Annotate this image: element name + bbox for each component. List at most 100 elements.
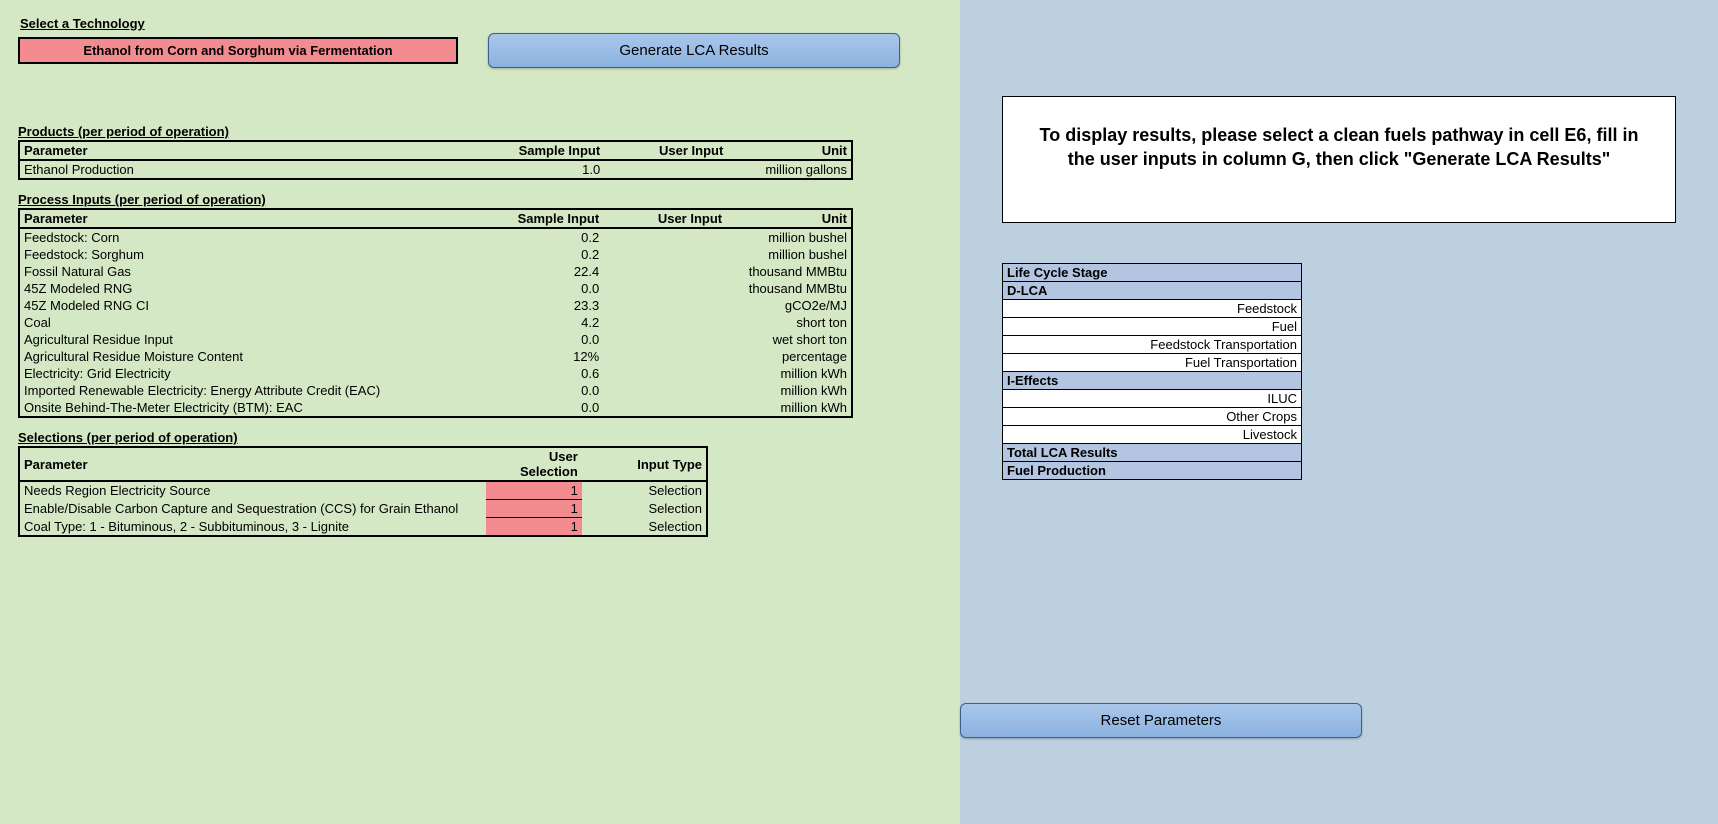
lcs-row: ILUC xyxy=(1003,389,1302,407)
cell-sample: 0.6 xyxy=(479,365,603,382)
cell-user-input[interactable] xyxy=(603,365,726,382)
cell-param: Enable/Disable Carbon Capture and Seques… xyxy=(19,500,486,518)
cell-param: Onsite Behind-The-Meter Electricity (BTM… xyxy=(19,399,479,417)
cell-user-selection[interactable]: 1 xyxy=(486,500,582,518)
table-row: Coal4.2 short ton xyxy=(19,314,852,331)
table-row: Agricultural Residue Moisture Content12%… xyxy=(19,348,852,365)
cell-input-type: Selection xyxy=(582,500,707,518)
table-row: Feedstock: Sorghum0.2 million bushel xyxy=(19,246,852,263)
cell-sample: 0.2 xyxy=(479,228,603,246)
cell-param: Coal Type: 1 - Bituminous, 2 - Subbitumi… xyxy=(19,518,486,537)
table-row: 45Z Modeled RNG0.0thousand MMBtu xyxy=(19,280,852,297)
table-row: Imported Renewable Electricity: Energy A… xyxy=(19,382,852,399)
cell-user-selection[interactable]: 1 xyxy=(486,518,582,537)
products-table: Parameter Sample Input User Input Unit E… xyxy=(18,140,853,180)
col-user: User Input xyxy=(603,209,726,228)
cell-param: Fossil Natural Gas xyxy=(19,263,479,280)
table-row: Fossil Natural Gas22.4 thousand MMBtu xyxy=(19,263,852,280)
selections-table: Parameter User Selection Input Type Need… xyxy=(18,446,708,537)
life-cycle-stage-table: Life Cycle Stage D-LCA FeedstockFuelFeed… xyxy=(1002,263,1302,480)
cell-unit: million bushel xyxy=(726,246,852,263)
cell-unit: thousand MMBtu xyxy=(726,263,852,280)
cell-unit: million kWh xyxy=(726,399,852,417)
technology-select-cell[interactable]: Ethanol from Corn and Sorghum via Fermen… xyxy=(18,37,458,64)
cell-sample: 0.0 xyxy=(479,331,603,348)
cell-unit: million bushel xyxy=(726,228,852,246)
cell-input-type: Selection xyxy=(582,518,707,537)
generate-lca-button[interactable]: Generate LCA Results xyxy=(488,33,900,68)
total-lca-header: Total LCA Results xyxy=(1003,443,1302,461)
select-tech-label: Select a Technology xyxy=(20,16,942,31)
instructions-box: To display results, please select a clea… xyxy=(1002,96,1676,223)
table-row: Feedstock: Corn0.2million bushel xyxy=(19,228,852,246)
cell-param: Ethanol Production xyxy=(19,160,480,179)
table-row: Needs Region Electricity Source1Selectio… xyxy=(19,481,707,500)
cell-param: Agricultural Residue Input xyxy=(19,331,479,348)
cell-sample: 1.0 xyxy=(480,160,604,179)
table-row: Ethanol Production 1.0 million gallons xyxy=(19,160,852,179)
left-panel: Select a Technology Ethanol from Corn an… xyxy=(0,0,960,824)
cell-unit: gCO2e/MJ xyxy=(726,297,852,314)
cell-user-input[interactable] xyxy=(603,382,726,399)
col-user-selection: User Selection xyxy=(486,447,582,481)
cell-user-selection[interactable]: 1 xyxy=(486,481,582,500)
cell-user-input[interactable] xyxy=(603,348,726,365)
col-unit: Unit xyxy=(726,209,852,228)
cell-user-input[interactable] xyxy=(603,228,726,246)
table-row: Electricity: Grid Electricity0.6 million … xyxy=(19,365,852,382)
cell-unit: wet short ton xyxy=(726,331,852,348)
col-sample: Sample Input xyxy=(479,209,603,228)
cell-user-input[interactable] xyxy=(603,399,726,417)
cell-sample: 23.3 xyxy=(479,297,603,314)
cell-param: Needs Region Electricity Source xyxy=(19,481,486,500)
cell-param: Imported Renewable Electricity: Energy A… xyxy=(19,382,479,399)
cell-sample: 0.0 xyxy=(479,399,603,417)
lcs-row: Feedstock xyxy=(1003,299,1302,317)
col-parameter: Parameter xyxy=(19,209,479,228)
cell-sample: 12% xyxy=(479,348,603,365)
table-row: Onsite Behind-The-Meter Electricity (BTM… xyxy=(19,399,852,417)
col-input-type: Input Type xyxy=(582,447,707,481)
cell-user-input[interactable] xyxy=(603,314,726,331)
cell-param: Electricity: Grid Electricity xyxy=(19,365,479,382)
cell-sample: 0.2 xyxy=(479,246,603,263)
cell-sample: 4.2 xyxy=(479,314,603,331)
cell-user-input[interactable] xyxy=(603,297,726,314)
cell-param: 45Z Modeled RNG CI xyxy=(19,297,479,314)
cell-user-input[interactable] xyxy=(603,246,726,263)
cell-param: Feedstock: Sorghum xyxy=(19,246,479,263)
cell-input-type: Selection xyxy=(582,481,707,500)
col-sample: Sample Input xyxy=(480,141,604,160)
reset-parameters-button[interactable]: Reset Parameters xyxy=(960,703,1362,738)
cell-unit: million kWh xyxy=(726,365,852,382)
cell-unit: million kWh xyxy=(726,382,852,399)
process-section-label: Process Inputs (per period of operation) xyxy=(18,192,942,207)
cell-user-input[interactable] xyxy=(603,280,726,297)
selections-section-label: Selections (per period of operation) xyxy=(18,430,942,445)
dlca-header: D-LCA xyxy=(1003,281,1302,299)
cell-unit: short ton xyxy=(726,314,852,331)
table-row: 45Z Modeled RNG CI23.3 gCO2e/MJ xyxy=(19,297,852,314)
lcs-row: Livestock xyxy=(1003,425,1302,443)
ieffects-header: I-Effects xyxy=(1003,371,1302,389)
col-unit: Unit xyxy=(727,141,852,160)
fuel-production-header: Fuel Production xyxy=(1003,461,1302,479)
cell-user-input[interactable] xyxy=(603,331,726,348)
table-row: Coal Type: 1 - Bituminous, 2 - Subbitumi… xyxy=(19,518,707,537)
cell-param: Agricultural Residue Moisture Content xyxy=(19,348,479,365)
products-section-label: Products (per period of operation) xyxy=(18,124,942,139)
cell-param: 45Z Modeled RNG xyxy=(19,280,479,297)
table-row: Agricultural Residue Input0.0 wet short t… xyxy=(19,331,852,348)
cell-user-input[interactable] xyxy=(603,263,726,280)
table-row: Enable/Disable Carbon Capture and Seques… xyxy=(19,500,707,518)
cell-unit: thousand MMBtu xyxy=(726,280,852,297)
cell-unit: percentage xyxy=(726,348,852,365)
lcs-row: Other Crops xyxy=(1003,407,1302,425)
cell-user-input[interactable] xyxy=(604,160,727,179)
cell-sample: 22.4 xyxy=(479,263,603,280)
col-parameter: Parameter xyxy=(19,447,486,481)
col-parameter: Parameter xyxy=(19,141,480,160)
cell-param: Coal xyxy=(19,314,479,331)
cell-unit: million gallons xyxy=(727,160,852,179)
lcs-row: Fuel Transportation xyxy=(1003,353,1302,371)
